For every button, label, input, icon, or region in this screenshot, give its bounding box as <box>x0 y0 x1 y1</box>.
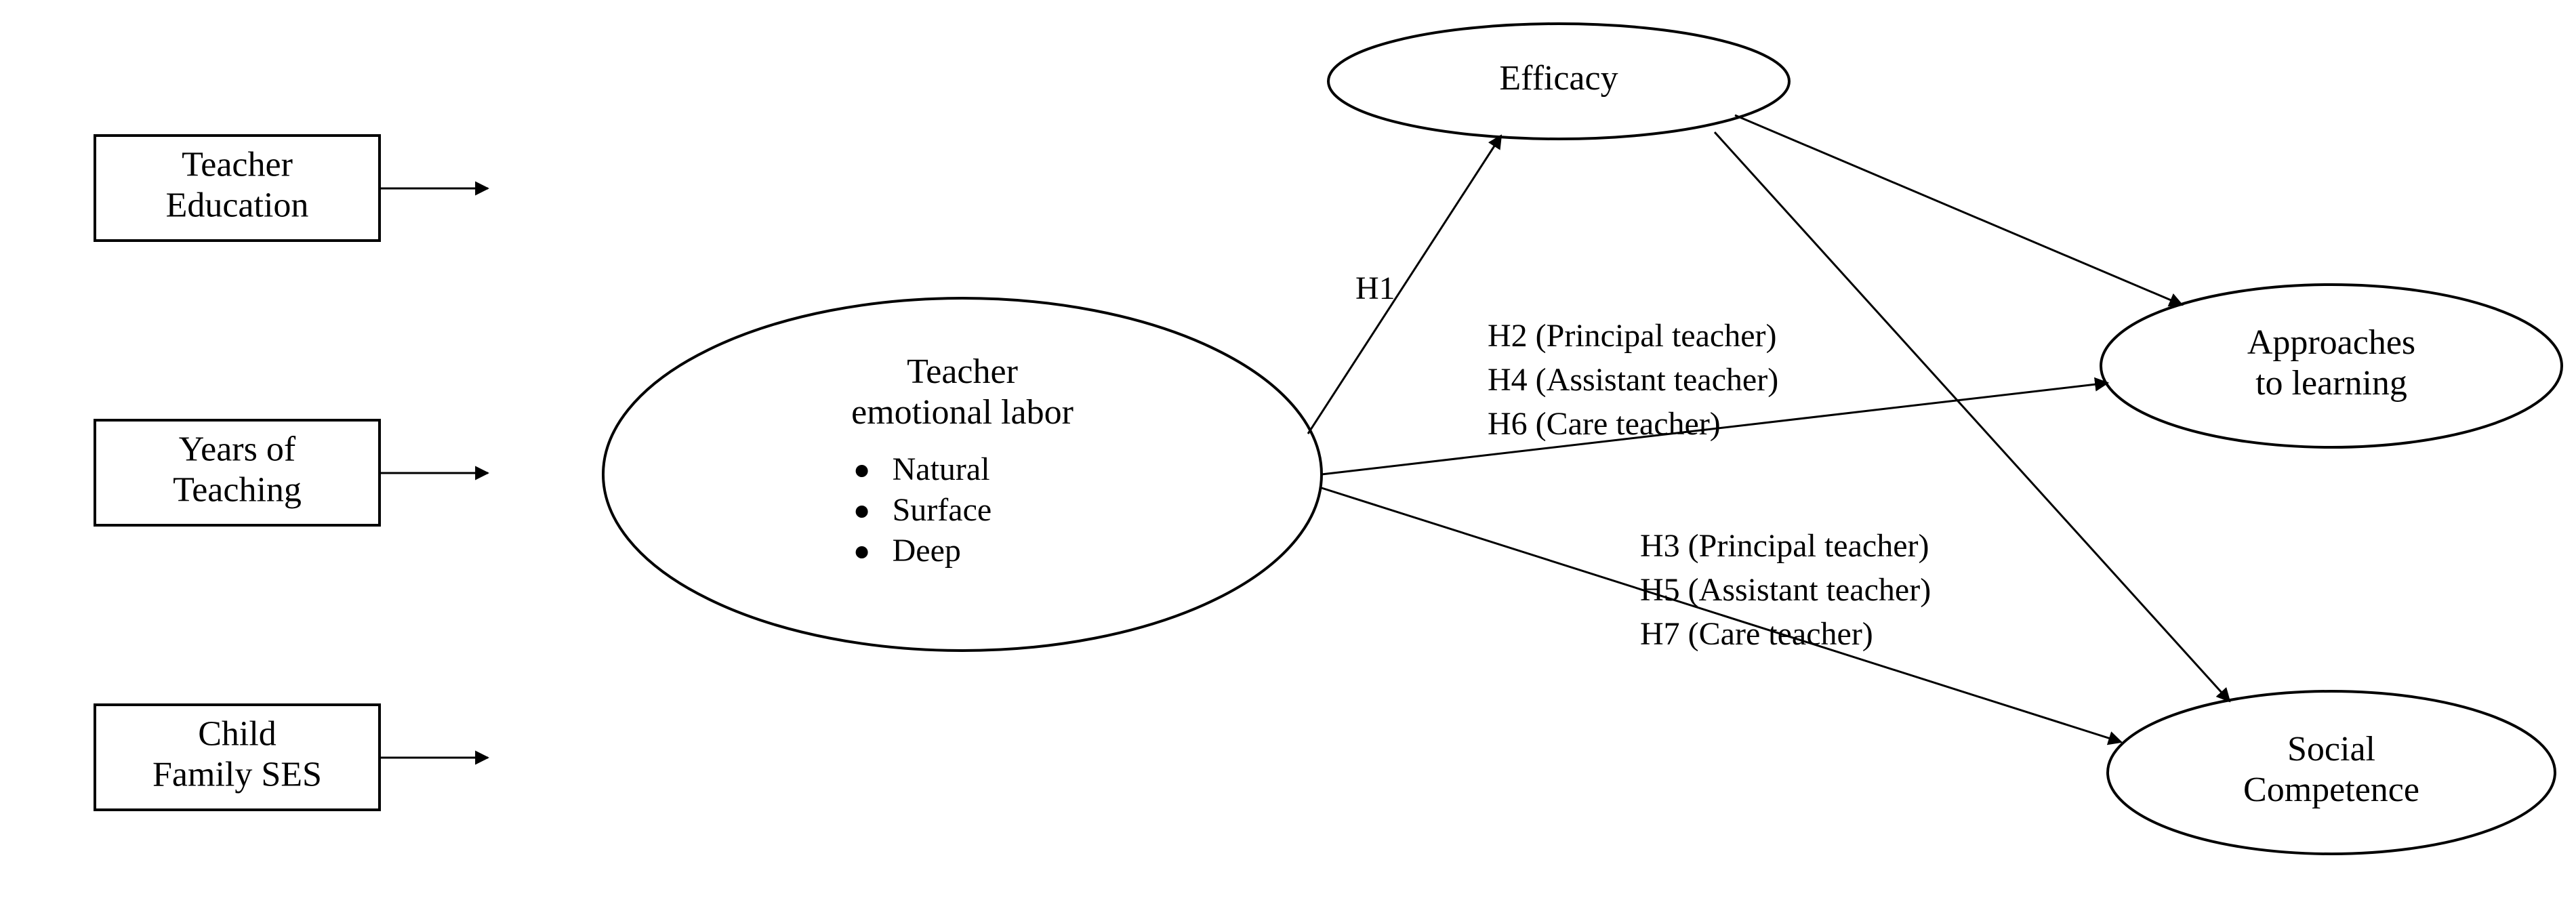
node-years_teaching-line-1: Teaching <box>173 470 302 509</box>
node-approaches-line-1: to learning <box>2255 364 2407 403</box>
node-child_ses-line-1: Family SES <box>152 755 322 794</box>
node-emotional_labor-line-1: emotional labor <box>851 393 1074 432</box>
edge-label-emo_to_social-0: H3 (Principal teacher) <box>1640 528 1929 564</box>
node-child_ses-line-0: Child <box>198 715 277 754</box>
bullet-dot-emotional_labor-0 <box>856 465 868 477</box>
edge-label-emo_to_efficacy: H1 <box>1355 270 1395 306</box>
edge-label-emo_to_approaches-2: H6 (Care teacher) <box>1488 406 1721 442</box>
node-social_competence-line-0: Social <box>2287 730 2375 768</box>
node-approaches-line-0: Approaches <box>2247 323 2415 362</box>
node-teacher_education-line-0: Teacher <box>182 146 293 184</box>
shapes-layer <box>95 24 2562 854</box>
node-years_teaching-line-0: Years of <box>179 430 296 469</box>
bullet-emotional_labor-1: Surface <box>893 492 992 528</box>
edge-emo_to_efficacy <box>1308 136 1501 434</box>
node-social_competence-line-1: Competence <box>2243 771 2419 809</box>
edge-label-emo_to_social-2: H7 (Care teacher) <box>1640 616 1873 652</box>
node-efficacy-line-0: Efficacy <box>1499 59 1618 98</box>
node-emotional_labor-line-0: Teacher <box>907 352 1018 391</box>
bullet-emotional_labor-2: Deep <box>893 533 961 569</box>
labels-layer: TeacherEducationYears ofTeachingChildFam… <box>152 59 2419 809</box>
node-teacher_education-line-1: Education <box>166 186 309 224</box>
edge-label-emo_to_approaches-1: H4 (Assistant teacher) <box>1488 362 1778 398</box>
bullet-emotional_labor-0: Natural <box>893 451 990 487</box>
edge-emo_to_social <box>1322 488 2121 742</box>
bullet-dot-emotional_labor-1 <box>856 506 868 518</box>
edge-label-emo_to_social-1: H5 (Assistant teacher) <box>1640 572 1931 608</box>
edge-label-emo_to_approaches-0: H2 (Principal teacher) <box>1488 318 1776 354</box>
edge-efficacy_to_approaches <box>1735 115 2182 305</box>
bullet-dot-emotional_labor-2 <box>856 546 868 558</box>
path-diagram: TeacherEducationYears ofTeachingChildFam… <box>0 0 2576 902</box>
edges-layer <box>380 115 2230 758</box>
